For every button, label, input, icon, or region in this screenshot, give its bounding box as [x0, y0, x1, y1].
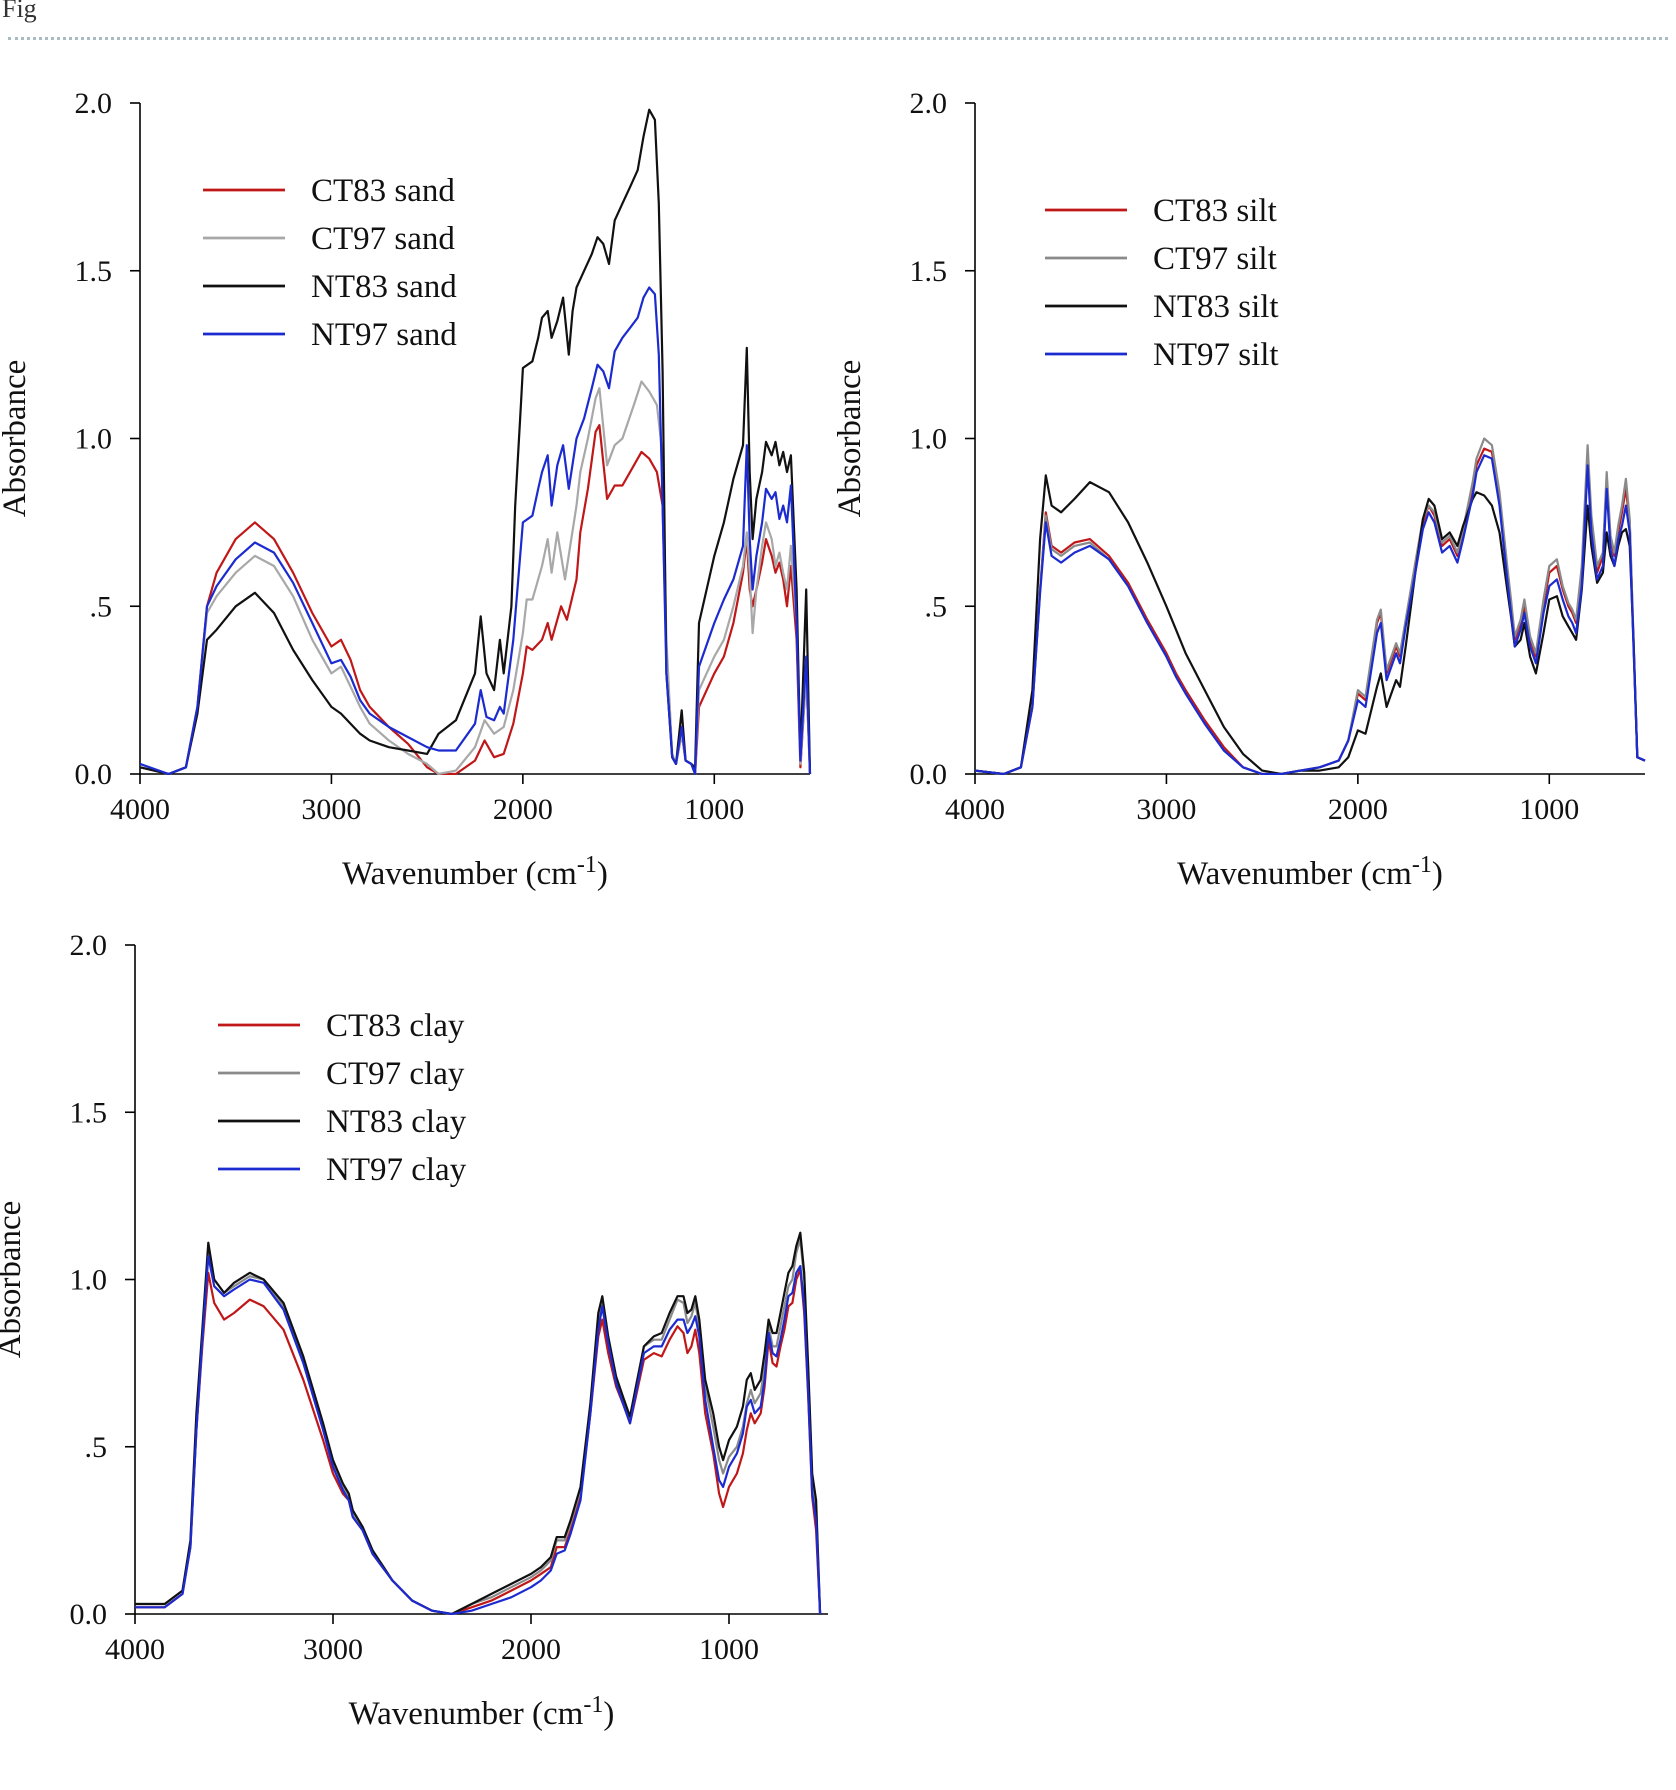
y-tick-label: 0.0 [910, 758, 948, 791]
series-line-nt83-silt [975, 474, 1646, 775]
y-tick-label: 1.0 [75, 423, 113, 456]
x-tick-label: 3000 [301, 793, 361, 826]
y-tick-label: 1.5 [910, 255, 948, 288]
legend-label-nt97-sand: NT97 sand [311, 317, 457, 353]
y-axis-title: Absorbance [0, 360, 33, 518]
y-tick-label: 1.0 [70, 1264, 108, 1297]
x-tick-label: 2000 [493, 793, 553, 826]
y-tick-label: 2.0 [70, 929, 108, 962]
series-line-nt97-silt [975, 454, 1646, 775]
y-tick-label: 0.0 [70, 1598, 108, 1631]
y-axis-title: Absorbance [0, 1201, 28, 1359]
x-tick-label: 1000 [684, 793, 744, 826]
legend-label-ct97-clay: CT97 clay [326, 1056, 465, 1092]
x-tick-label: 2000 [1328, 793, 1388, 826]
y-tick-label: 1.5 [75, 255, 113, 288]
y-tick-label: 2.0 [75, 87, 113, 120]
legend: CT83 clay CT97 clay NT83 clay NT97 clay [218, 1008, 467, 1188]
x-axis-title: Wavenumber (cm-1) [349, 1692, 615, 1732]
legend-label-ct97-sand: CT97 sand [311, 221, 455, 257]
y-tick-label: .5 [925, 590, 948, 623]
legend-label-nt97-silt: NT97 silt [1153, 337, 1279, 373]
x-tick-label: 3000 [303, 1633, 363, 1666]
y-tick-label: 2.0 [910, 87, 948, 120]
legend-label-nt83-sand: NT83 sand [311, 269, 457, 305]
x-tick-label: 4000 [105, 1633, 165, 1666]
series-line-nt83-clay [135, 1231, 822, 1615]
y-tick-label: 0.0 [75, 758, 113, 791]
series-line-ct97-clay [135, 1238, 822, 1615]
series-line-nt83-sand [140, 108, 812, 775]
legend-label-ct97-silt: CT97 silt [1153, 241, 1277, 277]
chart-panel-1: 0.0 .5 1.0 1.5 2.0 4000 3000 2000 1000 Wavenumber… [0, 87, 812, 892]
legend: CT83 silt CT97 silt NT83 silt NT97 silt [1045, 193, 1279, 373]
x-tick-label: 2000 [501, 1633, 561, 1666]
x-axis-title: Wavenumber (cm-1) [342, 852, 608, 892]
x-tick-label: 4000 [945, 793, 1005, 826]
x-tick-label: 4000 [110, 793, 170, 826]
x-tick-label: 1000 [1519, 793, 1579, 826]
series-line-nt97-clay [135, 1255, 822, 1615]
legend-label-ct83-clay: CT83 clay [326, 1008, 465, 1044]
y-tick-label: 1.0 [910, 423, 948, 456]
legend-label-nt97-clay: NT97 clay [326, 1152, 467, 1188]
legend-label-nt83-clay: NT83 clay [326, 1104, 467, 1140]
x-tick-label: 3000 [1136, 793, 1196, 826]
x-axis-title: Wavenumber (cm-1) [1177, 852, 1443, 892]
legend: CT83 sand CT97 sand NT83 sand NT97 sand [203, 173, 457, 353]
figure-label: Fig [2, 0, 37, 23]
chart-panel-2: 0.0 .5 1.0 1.5 2.0 4000 3000 2000 1000 Wavenumber… [832, 87, 1646, 892]
series-line-ct97-sand [140, 380, 812, 775]
x-tick-label: 1000 [699, 1633, 759, 1666]
dotted-divider [8, 37, 1668, 40]
legend-label-nt83-silt: NT83 silt [1153, 289, 1279, 325]
chart-panel-3: 0.0 .5 1.0 1.5 2.0 4000 3000 2000 1000 Wavenumber… [0, 929, 828, 1732]
y-tick-label: 1.5 [70, 1096, 108, 1129]
series-line-nt97-sand [140, 286, 812, 775]
y-tick-label: .5 [85, 1431, 108, 1464]
y-tick-label: .5 [90, 590, 113, 623]
legend-label-ct83-sand: CT83 sand [311, 173, 455, 209]
legend-label-ct83-silt: CT83 silt [1153, 193, 1277, 229]
y-axis-title: Absorbance [832, 360, 868, 518]
